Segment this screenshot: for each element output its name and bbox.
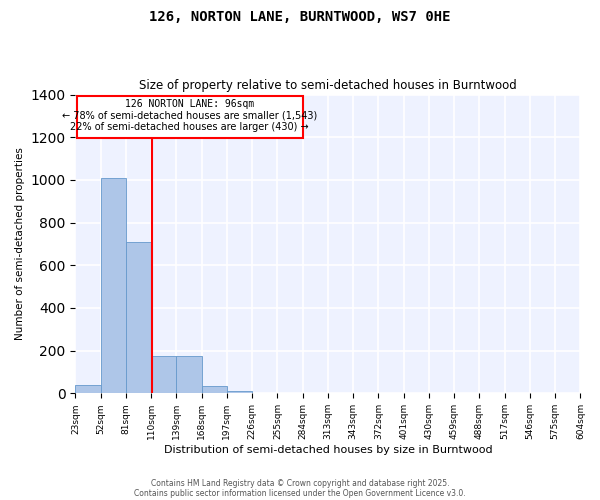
Bar (202, 386, 227, 394)
Bar (101, 178, 126, 394)
Bar (126, 242, 151, 394)
Y-axis label: Number of semi-detached properties: Number of semi-detached properties (15, 148, 25, 340)
X-axis label: Distribution of semi-detached houses by size in Burntwood: Distribution of semi-detached houses by … (164, 445, 492, 455)
Bar (176, 356, 202, 394)
Title: Size of property relative to semi-detached houses in Burntwood: Size of property relative to semi-detach… (139, 79, 517, 92)
Bar (76, 385, 101, 394)
Bar (151, 356, 176, 394)
Text: Contains public sector information licensed under the Open Government Licence v3: Contains public sector information licen… (134, 488, 466, 498)
Text: Contains HM Land Registry data © Crown copyright and database right 2025.: Contains HM Land Registry data © Crown c… (151, 478, 449, 488)
Bar (227, 391, 252, 394)
Text: 126, NORTON LANE, BURNTWOOD, WS7 0HE: 126, NORTON LANE, BURNTWOOD, WS7 0HE (149, 10, 451, 24)
Text: 22% of semi-detached houses are larger (430) →: 22% of semi-detached houses are larger (… (70, 122, 309, 132)
FancyBboxPatch shape (77, 96, 302, 138)
Text: 126 NORTON LANE: 96sqm: 126 NORTON LANE: 96sqm (125, 99, 254, 109)
Text: ← 78% of semi-detached houses are smaller (1,543): ← 78% of semi-detached houses are smalle… (62, 110, 317, 120)
